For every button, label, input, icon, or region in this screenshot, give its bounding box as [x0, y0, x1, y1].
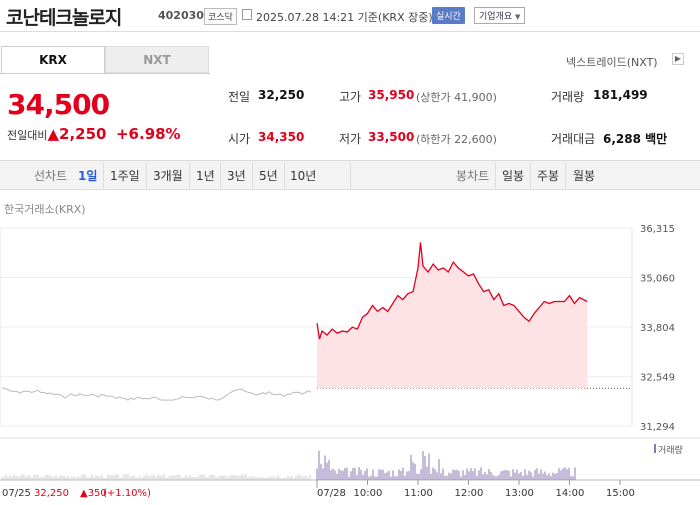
upper-limit: (상한가 41,900) [416, 91, 497, 104]
current-price: 34,500 [7, 88, 110, 121]
period-1y[interactable]: 1년 [196, 169, 215, 183]
prev-close-value: 32,250 [258, 88, 305, 102]
tab-krx[interactable]: KRX [1, 46, 105, 73]
line-chart-label: 선차트 [34, 169, 68, 183]
stock-code: 402030 [158, 9, 204, 22]
up-triangle-icon: ▲ [47, 125, 60, 143]
document-icon [242, 9, 252, 20]
volume-legend: 거래량 [658, 444, 683, 456]
prev-day-pct: (+1.10%) [103, 488, 151, 499]
x-tick-label: 12:00 [455, 488, 484, 499]
high-value: 35,950 [368, 88, 415, 102]
header-divider [0, 31, 700, 32]
high-label: 고가 [339, 90, 362, 104]
chevron-down-icon: ▼ [515, 13, 521, 21]
trade-value: 6,288 백만 [603, 132, 668, 146]
y-tick-label: 35,060 [640, 274, 675, 285]
divider [103, 162, 104, 188]
x-tick-label: 07/28 [317, 488, 346, 499]
change-percent: +6.98% [115, 125, 181, 143]
candle-daily[interactable]: 일봉 [502, 169, 525, 183]
divider [350, 162, 351, 188]
divider [189, 162, 190, 188]
company-info-dropdown[interactable]: 기업개요 ▼ [474, 7, 526, 24]
company-name: 코난테크놀로지 [6, 7, 122, 29]
y-tick-label: 31,294 [640, 422, 675, 433]
market-badge: 코스닥 [204, 8, 237, 25]
prev-close-label: 전일 [228, 90, 251, 104]
x-tick-label: 15:00 [606, 488, 635, 499]
candle-chart-label: 봉차트 [456, 169, 490, 183]
prev-day-line [1, 387, 312, 401]
period-3y[interactable]: 3년 [227, 169, 246, 183]
divider [220, 162, 221, 188]
volume-legend-swatch [654, 444, 656, 453]
y-tick-label: 32,549 [640, 373, 675, 384]
y-tick-label: 36,315 [640, 224, 675, 235]
company-info-label: 기업개요 [479, 12, 513, 22]
low-value: 33,500 [368, 130, 415, 144]
divider [530, 162, 531, 188]
x-tick-label: 14:00 [556, 488, 585, 499]
chevron-right-icon[interactable]: ▶ [672, 53, 684, 65]
divider [495, 162, 496, 188]
volume-label: 거래량 [551, 90, 585, 104]
divider [284, 162, 285, 188]
timestamp: 2025.07.28 14:21 기준(KRX 장중) [256, 11, 433, 24]
volume-value: 181,499 [593, 88, 648, 102]
period-1d[interactable]: 1일 [78, 169, 98, 183]
trade-value-label: 거래대금 [551, 132, 596, 146]
prev-day-close: 32,250 [34, 488, 69, 499]
candle-monthly[interactable]: 월봉 [573, 169, 596, 183]
lower-limit: (하한가 22,600) [416, 133, 497, 146]
candle-weekly[interactable]: 주봉 [537, 169, 560, 183]
realtime-button[interactable]: 실시간 [432, 7, 465, 24]
price-change: 전일대비▲2,250 +6.98% [7, 125, 181, 143]
period-10y[interactable]: 10년 [290, 169, 317, 183]
period-3m[interactable]: 3개월 [153, 169, 183, 183]
tab-nxt[interactable]: NXT [105, 46, 209, 73]
period-5y[interactable]: 5년 [259, 169, 278, 183]
divider [252, 162, 253, 188]
open-label: 시가 [228, 132, 251, 146]
nextrade-link[interactable]: 넥스트레이드(NXT) [566, 56, 658, 69]
period-1w[interactable]: 1주일 [110, 169, 140, 183]
y-tick-label: 33,804 [640, 323, 675, 334]
change-amount: 2,250 [59, 125, 107, 143]
prev-day-label: 07/25 [2, 488, 31, 499]
divider [565, 162, 566, 188]
x-tick-label: 10:00 [354, 488, 383, 499]
low-label: 저가 [339, 132, 362, 146]
open-value: 34,350 [258, 130, 305, 144]
x-tick-label: 11:00 [404, 488, 433, 499]
price-area [317, 242, 588, 389]
chart-source: 한국거래소(KRX) [4, 203, 86, 216]
change-label: 전일대비 [7, 129, 48, 142]
x-tick-label: 13:00 [505, 488, 534, 499]
tab-underline [0, 73, 210, 74]
price-line [316, 242, 588, 340]
prev-day-change: ▲350 [80, 488, 107, 499]
divider [146, 162, 147, 188]
